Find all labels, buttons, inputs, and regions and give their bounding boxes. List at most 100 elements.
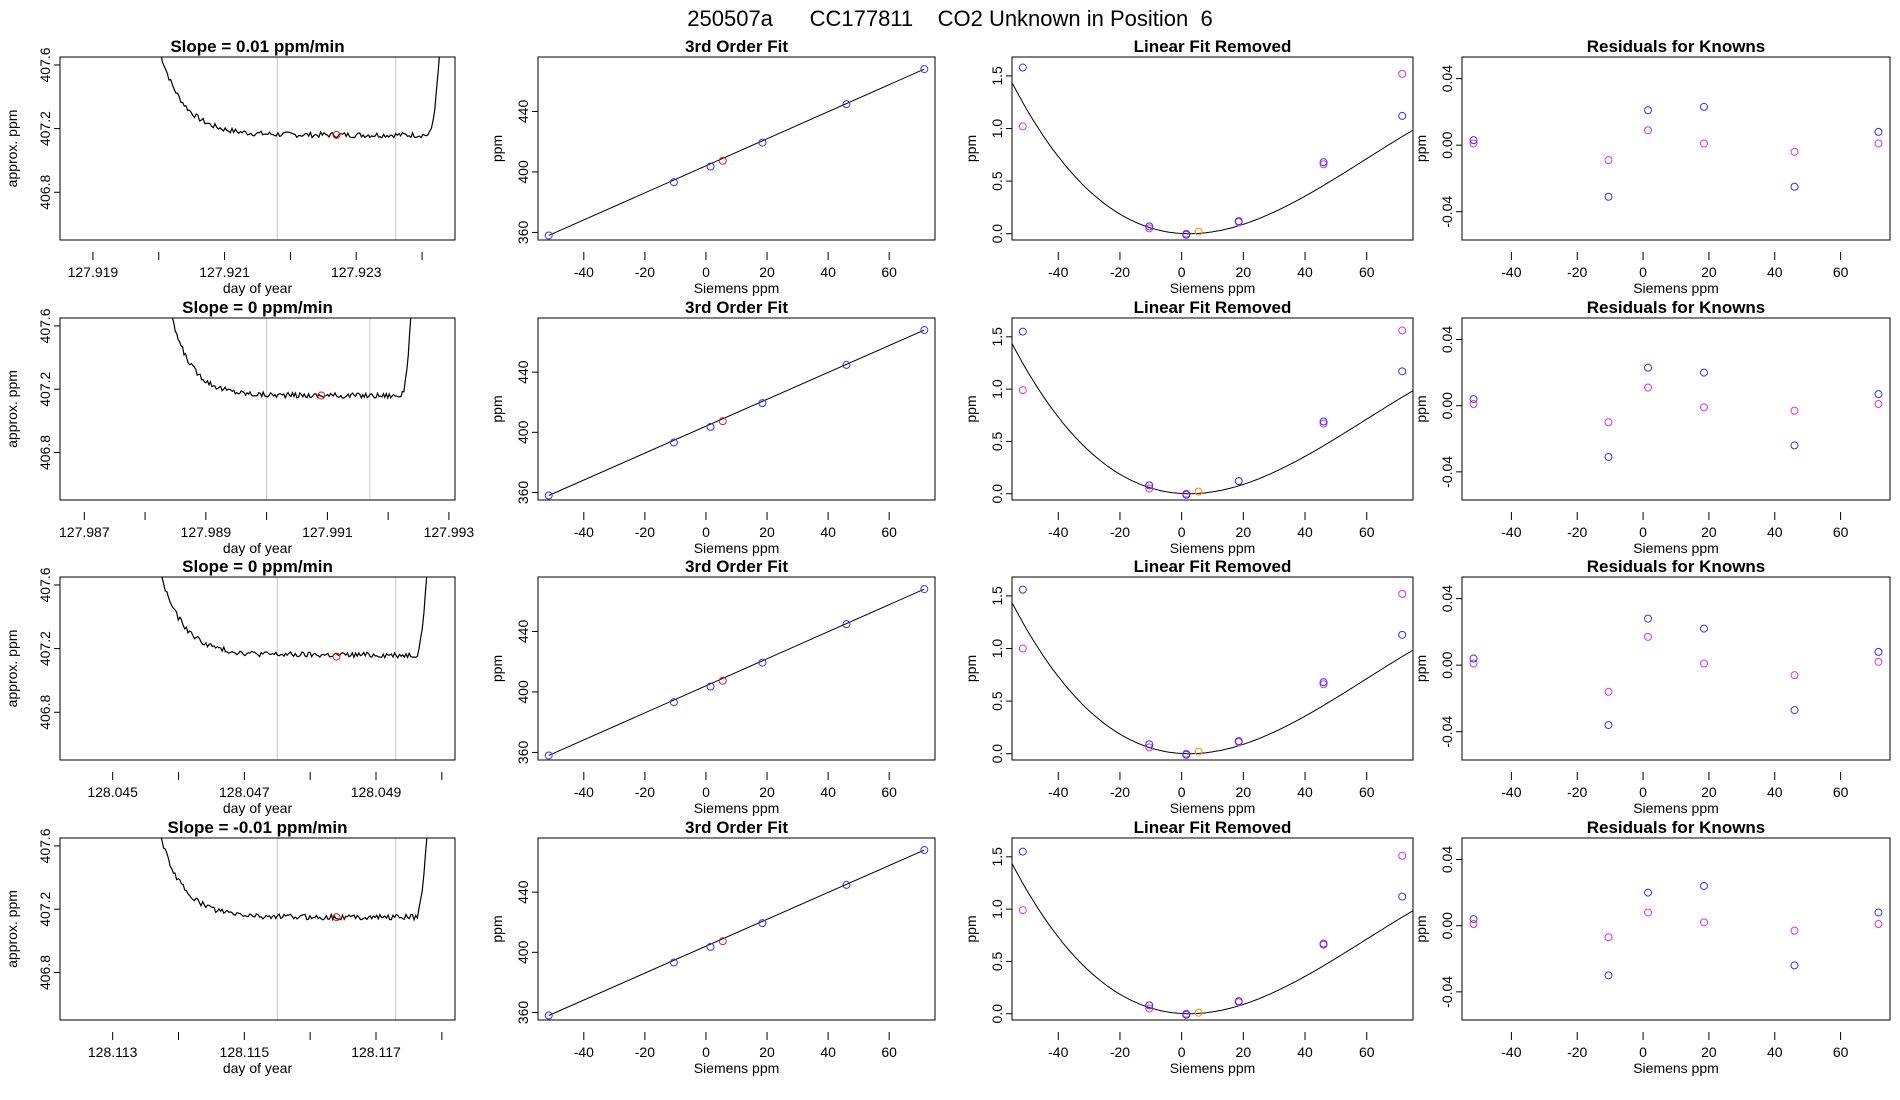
x-axis-label: Siemens ppm	[694, 800, 780, 816]
blue-residual	[1604, 721, 1613, 730]
x-tick-label: -40	[1501, 1044, 1521, 1060]
x-axis-label: day of year	[223, 800, 293, 816]
y-tick-label: 400	[515, 160, 531, 184]
blue-point	[1398, 367, 1407, 376]
panel-trace-row-3: Slope = 0 ppm/min 128.045 128.047 128.049 40…	[4, 557, 456, 816]
y-tick-label: 360	[515, 481, 531, 505]
panel-frame	[1011, 56, 1414, 241]
x-tick-label: -20	[635, 264, 655, 280]
known-point	[544, 1011, 553, 1020]
blue-point	[1182, 490, 1191, 499]
blue-residual	[1469, 654, 1478, 663]
magenta-residual	[1699, 918, 1708, 927]
mean-marker	[317, 391, 326, 400]
y-tick-label: 0.00	[1439, 912, 1455, 939]
y-tick-label: -0.04	[1439, 196, 1455, 228]
fit-curve	[1012, 343, 1413, 495]
x-axis-label: Siemens ppm	[1633, 280, 1719, 296]
x-tick-label: 20	[759, 524, 775, 540]
y-tick-label: 0.0	[989, 744, 1005, 764]
panel-fit-row-4: 3rd Order Fit -40 -20 0 20 40 60 360 400 440 Sieme…	[489, 818, 936, 1076]
mean-marker	[332, 913, 341, 922]
magenta-residual	[1604, 418, 1613, 427]
y-tick-label: 407.6	[37, 47, 53, 82]
x-tick-label: 128.117	[351, 1044, 401, 1060]
y-tick-label: 407.6	[37, 308, 53, 343]
x-tick-label: -40	[574, 784, 594, 800]
unknown-point	[1194, 487, 1203, 496]
blue-residual	[1644, 363, 1653, 372]
x-tick-label: 20	[1701, 784, 1717, 800]
y-tick-label: 440	[515, 360, 531, 384]
y-tick-label: 406.8	[37, 435, 53, 470]
fit-line	[548, 329, 925, 496]
x-tick-label: 60	[881, 784, 897, 800]
x-tick-label: 0	[702, 1044, 710, 1060]
blue-residual	[1604, 192, 1613, 201]
known-point	[669, 698, 678, 707]
y-tick-label: 0.5	[989, 431, 1005, 451]
panel-title: Residuals for Knowns	[1587, 37, 1766, 56]
y-axis-label: ppm	[963, 135, 979, 162]
panel-title: Linear Fit Removed	[1134, 298, 1292, 317]
blue-residual	[1790, 441, 1799, 450]
known-point	[920, 65, 929, 74]
panel-linfit-row-4: Linear Fit Removed -40 -20 0 20 40 60 0.0 0.5 1.0…	[963, 818, 1414, 1076]
y-tick-label: 0.00	[1439, 651, 1455, 678]
magenta-residual	[1469, 659, 1478, 668]
mean-marker	[332, 130, 341, 139]
magenta-residual	[1699, 403, 1708, 412]
known-point	[920, 846, 929, 855]
known-point	[706, 682, 715, 691]
y-tick-label: 1.5	[989, 847, 1005, 867]
known-point	[706, 422, 715, 431]
magenta-residual	[1604, 156, 1613, 165]
x-tick-label: 40	[820, 1044, 836, 1060]
trace-line	[160, 57, 440, 139]
blue-point	[1398, 630, 1407, 639]
plot-area	[1469, 881, 1883, 980]
x-tick-label: -20	[1567, 784, 1587, 800]
x-tick-label: 40	[1767, 784, 1783, 800]
blue-point	[1319, 939, 1328, 948]
x-tick-label: 128.115	[220, 1044, 270, 1060]
magenta-residual	[1469, 139, 1478, 148]
blue-point	[1145, 740, 1154, 749]
x-tick-label: 20	[1236, 264, 1252, 280]
plot-area	[544, 326, 929, 500]
blue-point	[1018, 63, 1027, 72]
y-tick-label: -0.04	[1439, 456, 1455, 488]
blue-residual	[1469, 395, 1478, 404]
x-tick-label: 40	[1297, 524, 1313, 540]
x-axis-label: Siemens ppm	[1170, 1060, 1256, 1076]
blue-point	[1018, 327, 1027, 336]
y-axis-label: ppm	[489, 135, 505, 162]
y-tick-label: 406.8	[37, 695, 53, 730]
x-tick-label: 20	[759, 784, 775, 800]
x-tick-label: 127.991	[302, 524, 353, 540]
blue-point	[1145, 481, 1154, 490]
x-tick-label: 60	[1833, 524, 1849, 540]
magenta-residual	[1604, 687, 1613, 696]
magenta-point	[1398, 69, 1407, 78]
blue-residual	[1469, 136, 1478, 145]
magenta-residual	[1469, 400, 1478, 409]
panel-frame	[1461, 56, 1891, 241]
x-tick-label: 0	[1639, 264, 1647, 280]
y-tick-label: 400	[515, 680, 531, 704]
x-tick-label: -40	[1048, 524, 1068, 540]
y-axis-label: approx. ppm	[4, 370, 20, 448]
plot-area	[544, 65, 929, 240]
panel-resid-row-1: Residuals for Knowns -40 -20 0 20 40 60 -0.04 0.…	[1413, 37, 1891, 296]
blue-residual	[1699, 368, 1708, 377]
panel-frame	[1011, 837, 1414, 1021]
panel-frame	[1011, 576, 1414, 761]
known-point	[842, 620, 851, 629]
x-tick-label: 40	[1297, 784, 1313, 800]
x-tick-label: -40	[1501, 524, 1521, 540]
known-point	[842, 880, 851, 889]
magenta-point	[1398, 589, 1407, 598]
y-tick-label: 1.5	[989, 66, 1005, 86]
y-tick-label: 0.00	[1439, 392, 1455, 419]
panel-title: Slope = 0 ppm/min	[182, 298, 333, 317]
